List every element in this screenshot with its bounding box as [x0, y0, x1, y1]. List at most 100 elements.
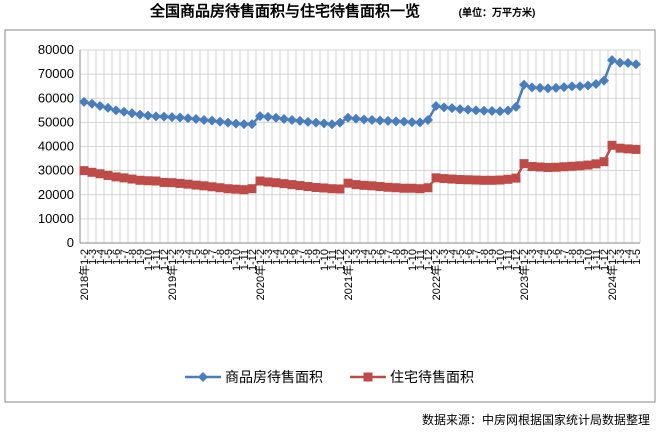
x-tick-label: 1-12: [159, 249, 171, 271]
data-point: [287, 180, 297, 190]
y-tick-label: 30000: [38, 163, 74, 178]
data-point: [135, 175, 145, 185]
data-point: [351, 113, 361, 124]
x-tick-label: 1-9: [399, 249, 411, 265]
x-tick-label: 1-10: [143, 249, 155, 271]
data-point: [503, 174, 513, 184]
data-point: [79, 96, 89, 107]
x-tick-label: 1-10: [319, 249, 331, 271]
data-point: [487, 106, 497, 117]
data-point: [383, 115, 393, 126]
x-tick-label: 1-8: [567, 249, 579, 265]
data-point: [615, 57, 625, 68]
x-tick-label: 1-11: [239, 249, 251, 270]
data-point: [231, 118, 241, 129]
data-point: [95, 169, 105, 179]
data-point: [223, 117, 233, 128]
x-tick-label: 1-7: [471, 249, 483, 265]
x-tick-label: 1-5: [191, 249, 203, 265]
x-tick-label: 1-12: [423, 249, 435, 271]
data-point: [311, 117, 321, 128]
data-point: [95, 100, 105, 111]
x-tick-label: 1-5: [631, 249, 643, 265]
data-point: [511, 101, 521, 112]
data-point: [311, 183, 321, 193]
y-tick-label: 70000: [38, 66, 74, 81]
data-point: [423, 114, 433, 125]
x-tick-label: 1-9: [487, 249, 499, 265]
x-tick-label: 1-12: [599, 249, 611, 271]
data-point: [335, 117, 345, 128]
x-tick-label: 1-3: [175, 249, 187, 265]
data-point: [351, 180, 361, 190]
data-point: [543, 162, 553, 172]
data-point: [191, 180, 201, 190]
data-point: [535, 162, 545, 172]
data-point: [407, 117, 417, 128]
x-tick-label: 1-3: [263, 249, 275, 265]
data-point: [583, 80, 593, 91]
data-point: [215, 183, 225, 193]
data-point: [127, 108, 137, 119]
data-point: [631, 59, 641, 70]
x-tick-label: 1-10: [583, 249, 595, 271]
data-point: [223, 184, 233, 194]
y-tick-label: 10000: [38, 211, 74, 226]
x-tick-label: 2019年1-2: [165, 249, 179, 300]
data-point: [207, 182, 217, 192]
x-tick-label: 1-11: [327, 249, 339, 270]
data-point: [143, 110, 153, 121]
data-point: [599, 75, 609, 86]
data-point: [247, 184, 257, 194]
data-point: [463, 175, 473, 185]
data-point: [383, 182, 393, 192]
y-tick-label: 20000: [38, 187, 74, 202]
chart-border: [4, 29, 656, 403]
x-tick-label: 2022年1-2: [429, 249, 443, 300]
data-point: [87, 167, 97, 177]
x-tick-label: 1-8: [303, 249, 315, 265]
data-point: [295, 115, 305, 126]
x-tick-label: 1-9: [311, 249, 323, 265]
data-point: [151, 111, 161, 122]
x-tick-label: 1-8: [215, 249, 227, 265]
data-point: [503, 105, 513, 116]
x-tick-label: 1-7: [119, 249, 131, 265]
data-point: [391, 116, 401, 127]
data-point: [79, 166, 89, 176]
data-point: [447, 174, 457, 184]
data-point: [599, 157, 609, 167]
data-point: [551, 82, 561, 93]
data-point: [367, 181, 377, 191]
data-point: [511, 173, 521, 183]
x-tick-label: 2023年1-2: [517, 249, 531, 300]
chart-subtitle: (单位：万平方米): [459, 6, 536, 19]
x-tick-label: 1-3: [527, 249, 539, 265]
data-point: [159, 111, 169, 122]
x-tick-label: 1-6: [287, 249, 299, 265]
data-point: [455, 175, 465, 185]
x-tick-label: 1-6: [551, 249, 563, 265]
x-tick-label: 1-3: [87, 249, 99, 265]
x-tick-label: 1-4: [271, 249, 283, 265]
data-point: [271, 112, 281, 123]
data-point: [295, 181, 305, 191]
x-tick-label: 1-5: [367, 249, 379, 265]
data-point: [199, 181, 209, 191]
data-point: [519, 79, 529, 90]
data-point: [327, 184, 337, 194]
data-point: [167, 178, 177, 188]
data-point: [607, 140, 617, 150]
data-point: [183, 179, 193, 189]
data-point: [615, 143, 625, 153]
data-point: [263, 177, 273, 187]
data-point: [119, 106, 129, 117]
data-point: [247, 119, 257, 130]
data-point: [431, 100, 441, 111]
x-tick-label: 1-4: [359, 249, 371, 265]
data-point: [431, 173, 441, 183]
x-tick-label: 1-3: [351, 249, 363, 265]
data-point: [567, 161, 577, 171]
data-point: [151, 176, 161, 186]
data-point: [479, 105, 489, 116]
